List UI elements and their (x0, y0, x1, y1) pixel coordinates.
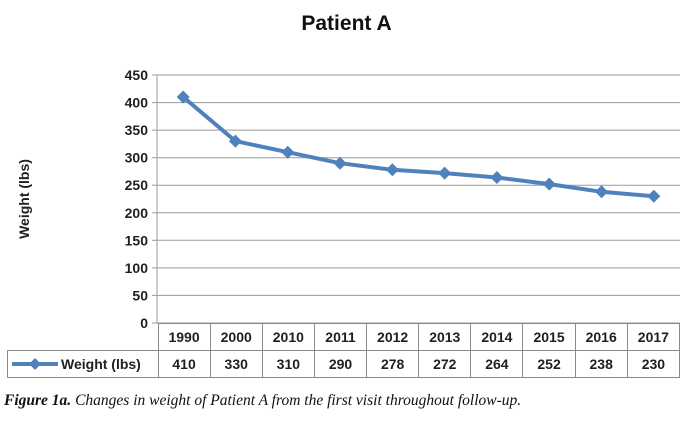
data-point-marker (228, 134, 242, 148)
year-header-cell: 2017 (626, 323, 681, 351)
legend-cell: Weight (lbs) (7, 350, 159, 378)
weight-value-cell: 290 (313, 350, 368, 378)
weight-value-cell: 238 (574, 350, 628, 378)
y-tick-label: 200 (125, 205, 149, 221)
data-point-marker (595, 185, 608, 199)
weight-value-cell: 264 (470, 350, 524, 378)
weight-value-cell: 252 (522, 350, 576, 378)
year-header-cell: 1990 (157, 323, 211, 351)
y-tick-label: 50 (132, 287, 148, 303)
year-header-cell: 2010 (261, 323, 315, 351)
data-point-marker (385, 163, 399, 177)
weight-value-cell: 310 (261, 350, 315, 378)
year-header-cell: 2000 (209, 323, 263, 351)
table-corner-spacer (8, 324, 159, 351)
weight-value-cell: 272 (418, 350, 472, 378)
weight-series-line (181, 95, 654, 199)
weight-value-cell: 278 (366, 350, 420, 378)
year-header-cell: 2015 (522, 323, 576, 351)
caption-label: Figure 1a. (4, 392, 72, 409)
year-header-cell: 2012 (366, 323, 420, 351)
year-header-cell: 2011 (313, 323, 368, 351)
y-tick-label: 0 (140, 315, 148, 331)
data-point-marker (438, 166, 452, 180)
year-header-cell: 2013 (418, 323, 472, 351)
weight-value-cell: 410 (157, 350, 211, 378)
chart-title: Patient A (301, 12, 392, 35)
y-tick-label: 400 (125, 95, 149, 111)
legend-entry: Weight (lbs) (8, 356, 157, 372)
year-header-cell: 2016 (574, 323, 628, 351)
legend-label: Weight (lbs) (61, 356, 141, 372)
y-tick-label: 150 (125, 232, 149, 248)
figure-caption: Figure 1a. Changes in weight of Patient … (4, 392, 689, 410)
y-tick-label: 100 (125, 260, 149, 276)
chart-data-table: 1990 2000 2010 2011 2012 2013 2014 2015 2016 2017… (7, 323, 681, 378)
y-tick-label: 350 (125, 122, 149, 138)
data-point-marker (647, 189, 661, 203)
y-tick-label: 250 (125, 177, 149, 193)
y-tick-label: 450 (125, 67, 149, 83)
caption-text: Changes in weight of Patient A from the … (75, 392, 522, 409)
data-point-marker (542, 177, 556, 191)
series-legend-icon (12, 358, 58, 370)
data-point-marker (490, 171, 504, 184)
data-point-marker (176, 90, 190, 104)
weight-value-cell: 330 (209, 350, 263, 378)
data-point-marker (281, 145, 295, 159)
y-tick-label: 300 (125, 150, 149, 166)
weight-value-cell: 230 (626, 350, 681, 378)
year-header-cell: 2014 (470, 323, 524, 351)
data-point-marker (333, 156, 347, 170)
